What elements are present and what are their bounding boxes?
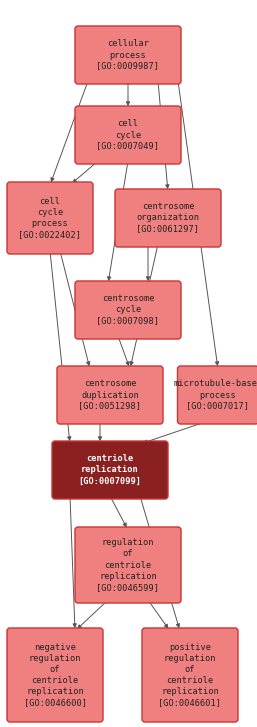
- Text: centrosome
organization
[GO:0061297]: centrosome organization [GO:0061297]: [136, 202, 199, 233]
- Text: centriole
replication
[GO:0007099]: centriole replication [GO:0007099]: [78, 454, 142, 486]
- Text: regulation
of
centriole
replication
[GO:0046599]: regulation of centriole replication [GO:…: [96, 538, 160, 592]
- FancyBboxPatch shape: [57, 366, 163, 424]
- FancyBboxPatch shape: [75, 527, 181, 603]
- FancyBboxPatch shape: [178, 366, 257, 424]
- Text: cell
cycle
[GO:0007049]: cell cycle [GO:0007049]: [96, 119, 160, 150]
- FancyBboxPatch shape: [7, 628, 103, 722]
- FancyBboxPatch shape: [7, 182, 93, 254]
- FancyBboxPatch shape: [142, 628, 238, 722]
- FancyBboxPatch shape: [75, 26, 181, 84]
- Text: microtubule-based
process
[GO:0007017]: microtubule-based process [GO:0007017]: [173, 379, 257, 411]
- Text: negative
regulation
of
centriole
replication
[GO:0046600]: negative regulation of centriole replica…: [23, 643, 87, 707]
- Text: cell
cycle
process
[GO:0022402]: cell cycle process [GO:0022402]: [19, 197, 81, 239]
- FancyBboxPatch shape: [75, 281, 181, 339]
- FancyBboxPatch shape: [52, 441, 168, 499]
- Text: cellular
process
[GO:0009987]: cellular process [GO:0009987]: [96, 39, 160, 71]
- FancyBboxPatch shape: [115, 189, 221, 247]
- Text: centrosome
duplication
[GO:0051298]: centrosome duplication [GO:0051298]: [78, 379, 142, 411]
- Text: centrosome
cycle
[GO:0007098]: centrosome cycle [GO:0007098]: [96, 294, 160, 326]
- FancyBboxPatch shape: [75, 106, 181, 164]
- Text: positive
regulation
of
centriole
replication
[GO:0046601]: positive regulation of centriole replica…: [159, 643, 222, 707]
